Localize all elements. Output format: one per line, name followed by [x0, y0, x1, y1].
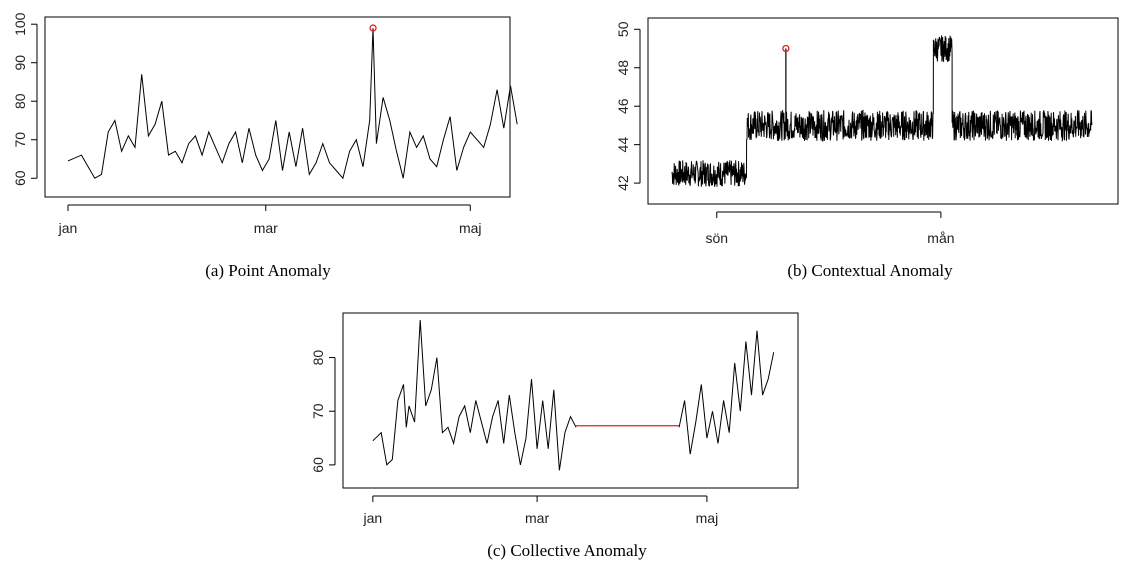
- anomaly-point: [369, 24, 377, 32]
- panel-contextual-anomaly: 42 44 46 48 50 sön mån (b) Contextual Anomaly: [615, 17, 1119, 280]
- y-tick-label: 44: [615, 137, 631, 153]
- y-tick-label: 60: [310, 457, 326, 473]
- x-tick-label: maj: [459, 220, 482, 236]
- axes: 60 70 80 90 100 jan mar maj: [12, 12, 482, 236]
- x-tick-label: maj: [696, 510, 719, 526]
- x-tick-label: mar: [254, 220, 278, 236]
- x-tick-label: mar: [525, 510, 549, 526]
- series-line-before: [372, 319, 577, 471]
- y-tick-label: 80: [310, 350, 326, 366]
- y-tick-label: 48: [615, 60, 631, 76]
- x-tick-label: jan: [363, 510, 383, 526]
- panel-collective-anomaly: 60 70 80 jan mar maj (c) Collective Anomaly: [310, 312, 799, 560]
- caption-point-anomaly: (a) Point Anomaly: [205, 261, 331, 280]
- x-tick-label: sön: [705, 230, 728, 246]
- y-tick-label: 70: [12, 132, 28, 148]
- series-line: [671, 35, 1093, 187]
- y-tick-label: 46: [615, 98, 631, 114]
- anomaly-point: [782, 44, 790, 53]
- y-tick-label: 42: [615, 175, 631, 191]
- axes: 42 44 46 48 50 sön mån: [615, 21, 955, 246]
- y-tick-label: 100: [12, 12, 28, 36]
- series-line-after: [678, 330, 775, 455]
- caption-contextual-anomaly: (b) Contextual Anomaly: [787, 261, 953, 280]
- plot-frame: [44, 16, 511, 198]
- y-tick-label: 70: [310, 403, 326, 419]
- y-tick-label: 80: [12, 93, 28, 109]
- panel-point-anomaly: 60 70 80 90 100 jan mar maj (a) Point Anomaly: [12, 12, 518, 280]
- y-tick-label: 50: [615, 21, 631, 37]
- series: [372, 319, 775, 471]
- y-tick-label: 60: [12, 170, 28, 186]
- series: [671, 35, 1093, 187]
- plot-frame: [647, 17, 1119, 205]
- plot-frame: [342, 312, 799, 489]
- caption-collective-anomaly: (c) Collective Anomaly: [487, 541, 647, 560]
- axes: 60 70 80 jan mar maj: [310, 350, 718, 526]
- x-tick-label: mån: [927, 230, 954, 246]
- y-tick-label: 90: [12, 55, 28, 71]
- x-tick-label: jan: [58, 220, 78, 236]
- series: [67, 24, 518, 180]
- series-line: [67, 28, 518, 180]
